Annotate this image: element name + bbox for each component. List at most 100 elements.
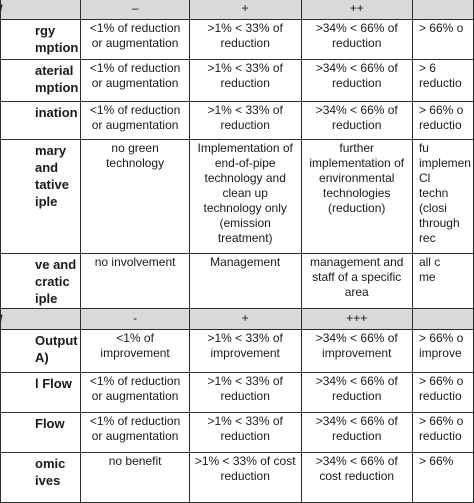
table-cell: >1% < 33% of reduction	[188, 59, 302, 102]
cell-text: >1% < 33% of reduction	[207, 414, 283, 443]
cell-text: no involvement	[94, 255, 176, 269]
cell-text: >34% < 66% of cost reduction	[315, 454, 398, 483]
table-cell: >34% < 66% of improvement	[300, 329, 413, 373]
row-label: aterial mption	[0, 59, 82, 102]
table-cell: further implementation of environmental …	[300, 139, 413, 254]
cell-text: >1% < 33% of reduction	[207, 374, 283, 403]
table-cell	[411, 0, 474, 20]
cell-text: > 66% o reductio	[418, 414, 464, 443]
cell-text: Implementation of end-of-pipe technology…	[197, 141, 293, 245]
cell-text: >34% < 66% of reduction	[315, 103, 398, 132]
cell-text: >34% < 66% of reduction	[315, 21, 398, 50]
table-cell: > 66%	[411, 452, 474, 503]
table-cell: all c me	[411, 253, 474, 309]
table-cell: +	[188, 308, 302, 330]
table-row: omic ives no benefit >1% < 33% of cost red…	[0, 452, 474, 503]
table-cell: -	[80, 308, 190, 330]
table-cell: > 6 reductio	[411, 59, 474, 102]
cell-text: management and staff of a specific area	[310, 255, 404, 299]
cell-text: >34% < 66% of reduction	[315, 414, 398, 443]
row-label-text: Level	[2, 1, 79, 18]
table-header-row: Level–+++	[0, 0, 474, 20]
cell-text: <1% of reduction or augmentation	[89, 414, 181, 443]
cell-text: no green technology	[106, 141, 165, 170]
table-cell: +	[188, 0, 302, 20]
cell-text: >1% < 33% of reduction	[207, 61, 283, 90]
row-label: omic ives	[0, 452, 82, 503]
table-cell: no green technology	[80, 139, 190, 254]
row-label: Level	[0, 0, 82, 20]
table-row: mary and tative iple no green technology I…	[0, 139, 474, 254]
cell-text: +	[241, 311, 249, 325]
table-cell: +++	[300, 308, 413, 330]
row-label: rgy mption	[0, 19, 82, 60]
cell-text: all c me	[418, 255, 441, 284]
table-cell: > 66% o improve	[411, 329, 474, 373]
table-cell: >1% < 33% of reduction	[188, 101, 302, 140]
cell-text: >1% < 33% of improvement	[207, 331, 283, 360]
cell-text: <1% of reduction or augmentation	[89, 103, 181, 132]
table-cell: >34% < 66% of reduction	[300, 59, 413, 102]
table-row: Flow <1% of reduction or augmentation >1% …	[0, 412, 474, 453]
row-label: l Flow	[0, 372, 82, 413]
row-label: Output A)	[0, 329, 82, 373]
table-cell: <1% of reduction or augmentation	[80, 19, 190, 60]
table-cell: fu implemen Cl techn (closi through rec	[411, 139, 474, 254]
cell-text: ++	[349, 1, 364, 15]
cell-text: >1% < 33% of cost reduction	[194, 454, 296, 483]
table-cell	[411, 308, 474, 330]
table-cell: <1% of reduction or augmentation	[80, 59, 190, 102]
table-row: l Flow <1% of reduction or augmentation >1…	[0, 372, 474, 413]
cell-text: +++	[346, 311, 368, 325]
cell-text: <1% of reduction or augmentation	[89, 374, 181, 403]
table-cell: >34% < 66% of reduction	[300, 412, 413, 453]
table-cell: >1% < 33% of improvement	[188, 329, 302, 373]
row-label: ination	[0, 101, 82, 140]
table-cell: >1% < 33% of cost reduction	[188, 452, 302, 503]
table-cell: <1% of reduction or augmentation	[80, 101, 190, 140]
row-label-text: Output A)	[35, 333, 78, 365]
table-header-row: Level-++++	[0, 308, 474, 330]
cell-text: > 66% o reductio	[418, 374, 464, 403]
cell-text: further implementation of environmental …	[309, 141, 405, 215]
table-cell: > 66% o reductio	[411, 372, 474, 413]
table-cell: >1% < 33% of reduction	[188, 372, 302, 413]
row-label-text: omic ives	[35, 456, 66, 488]
table-cell: <1% of improvement	[80, 329, 190, 373]
table-row: aterial mption <1% of reduction or augmen…	[0, 59, 474, 102]
cell-text: > 66% o	[418, 21, 464, 35]
cell-text: > 66% o improve	[418, 331, 464, 360]
cell-text: fu implemen Cl techn (closi through rec	[418, 141, 471, 245]
table-cell: <1% of reduction or augmentation	[80, 412, 190, 453]
cell-text: > 66%	[418, 454, 454, 468]
table-cell: >34% < 66% of cost reduction	[300, 452, 413, 503]
table-cell: >1% < 33% of reduction	[188, 412, 302, 453]
cell-text: <1% of reduction or augmentation	[89, 21, 181, 50]
table-row: ination <1% of reduction or augmentation >…	[0, 101, 474, 140]
cell-text: >34% < 66% of reduction	[315, 374, 398, 403]
row-label-text: ination	[35, 105, 78, 120]
cell-text: -	[133, 311, 138, 325]
row-label-text: rgy mption	[35, 23, 79, 55]
table-cell: > 66% o	[411, 19, 474, 60]
row-label: Flow	[0, 412, 82, 453]
table-cell: management and staff of a specific area	[300, 253, 413, 309]
row-label-text: ve and cratic iple	[35, 257, 77, 306]
table-cell: > 66% o reductio	[411, 412, 474, 453]
table-cell: >34% < 66% of reduction	[300, 372, 413, 413]
table-row: ve and cratic iple no involvement Manageme…	[0, 253, 474, 309]
table-cell: >34% < 66% of reduction	[300, 101, 413, 140]
cell-text: >34% < 66% of improvement	[315, 331, 398, 360]
table-cell: >1% < 33% of reduction	[188, 19, 302, 60]
cell-text: no benefit	[108, 454, 162, 468]
cell-text: <1% of reduction or augmentation	[89, 61, 181, 90]
table-row: Output A) <1% of improvement >1% < 33% of …	[0, 329, 474, 373]
table-cell: <1% of reduction or augmentation	[80, 372, 190, 413]
cell-text: >1% < 33% of reduction	[207, 21, 283, 50]
cell-text: <1% of improvement	[100, 331, 170, 360]
cell-text: >1% < 33% of reduction	[207, 103, 283, 132]
row-label: mary and tative iple	[0, 139, 82, 254]
cell-text: +	[241, 1, 249, 15]
